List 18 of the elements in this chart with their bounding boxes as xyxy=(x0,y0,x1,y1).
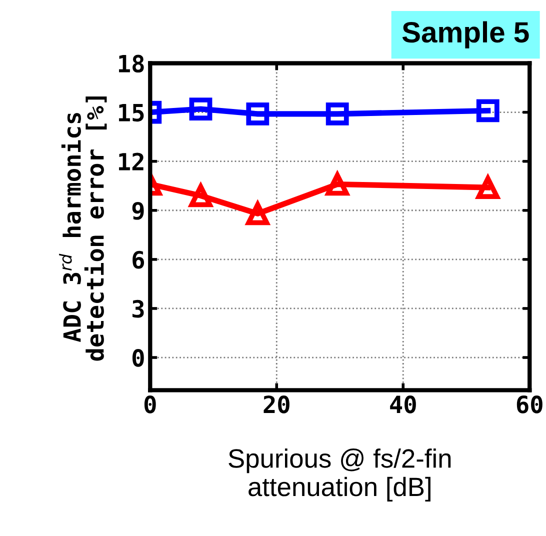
y-tick-label: 6 xyxy=(132,250,144,269)
x-axis-title: Spurious @ fs/2-fin attenuation [dB] xyxy=(228,448,451,502)
point xyxy=(476,99,500,122)
point xyxy=(326,102,349,126)
point xyxy=(189,98,212,120)
y-tick-label: 12 xyxy=(119,152,144,170)
y-axis-title: ADC 3$^{rd}$ harmonics detection error [%] xyxy=(59,96,107,361)
x-tick-label: 0 xyxy=(144,395,156,414)
text: Sample 5 xyxy=(402,21,529,48)
y-tick-label: 9 xyxy=(132,202,144,220)
x-tick-label: 20 xyxy=(264,395,290,414)
y-tick-label: 3 xyxy=(132,300,144,318)
x-tick-label: 60 xyxy=(516,395,542,414)
x-tick-label: 40 xyxy=(390,395,416,414)
point xyxy=(246,102,270,126)
y-tick-label: 15 xyxy=(119,104,144,122)
y-tick-label: 0 xyxy=(132,348,144,367)
y-tick-label: 18 xyxy=(119,54,144,73)
